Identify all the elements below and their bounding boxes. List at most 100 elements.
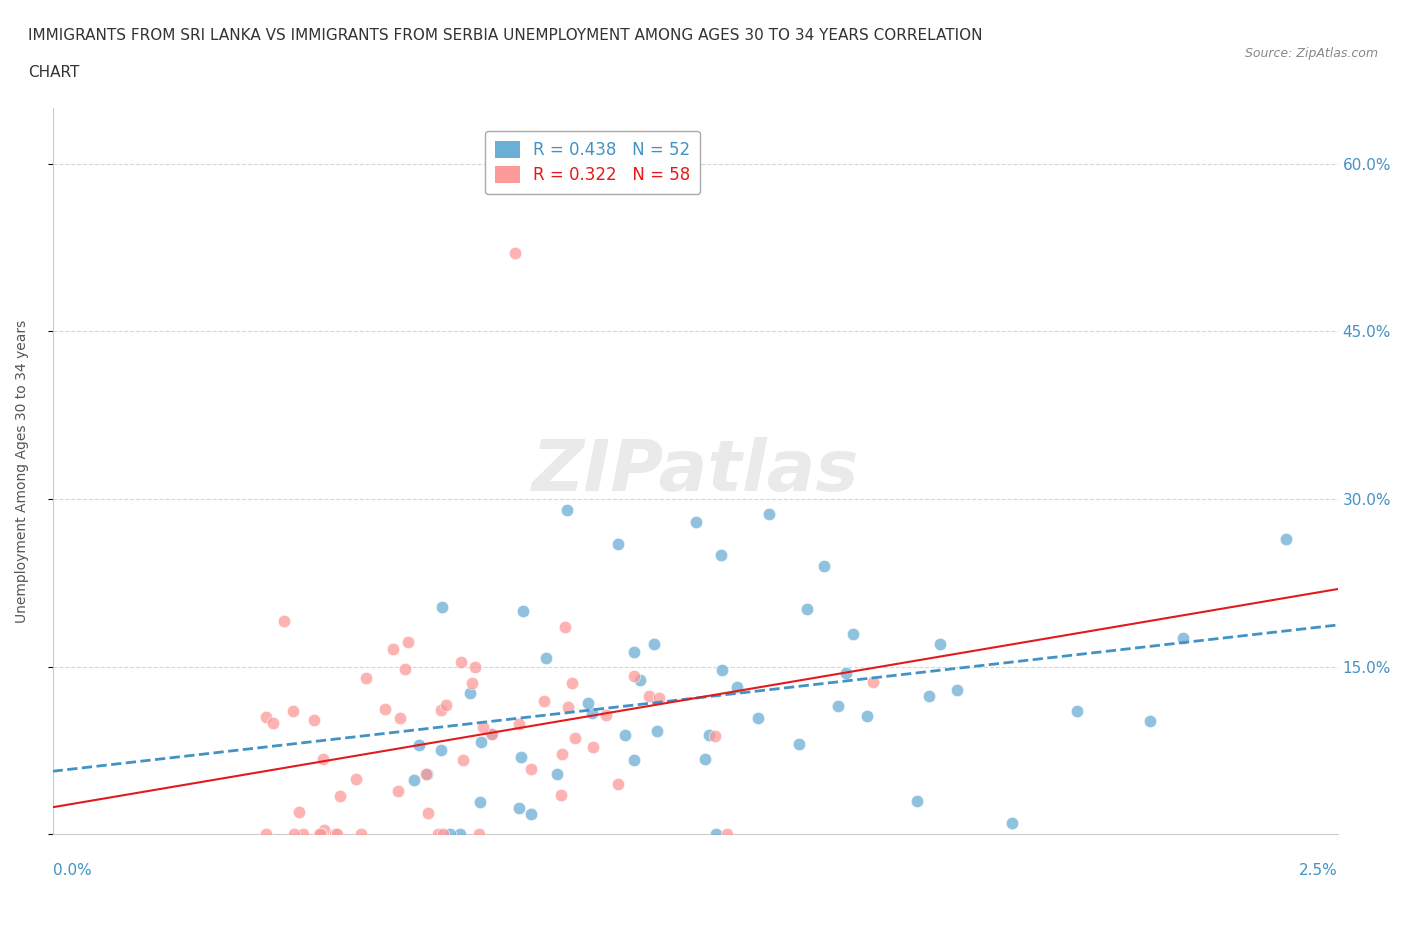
Point — [287, 804, 309, 819]
Point — [471, 719, 494, 734]
Point — [606, 777, 628, 791]
Legend: R = 0.438   N = 52, R = 0.322   N = 58: R = 0.438 N = 52, R = 0.322 N = 58 — [485, 131, 700, 193]
Point — [534, 651, 557, 666]
Point — [408, 737, 430, 752]
Point — [508, 716, 530, 731]
Point — [394, 661, 416, 676]
Point — [758, 507, 780, 522]
Point — [308, 827, 330, 842]
Point — [350, 827, 373, 842]
Text: 0.0%: 0.0% — [52, 863, 91, 878]
Point — [434, 698, 457, 712]
Point — [453, 753, 475, 768]
Point — [1171, 631, 1194, 645]
Point — [254, 709, 277, 724]
Point — [439, 827, 461, 842]
Point — [374, 702, 396, 717]
Point — [862, 674, 884, 689]
Point — [623, 644, 645, 659]
Point — [581, 706, 603, 721]
Point — [648, 691, 671, 706]
Point — [481, 727, 503, 742]
Point — [415, 767, 437, 782]
Point — [519, 762, 541, 777]
Point — [623, 753, 645, 768]
Point — [273, 614, 295, 629]
Point — [416, 766, 439, 781]
Point — [813, 559, 835, 574]
Point — [614, 727, 637, 742]
Point — [557, 699, 579, 714]
Point — [582, 739, 605, 754]
Point — [561, 675, 583, 690]
Point — [747, 711, 769, 726]
Point — [918, 689, 941, 704]
Point — [309, 827, 332, 842]
Point — [564, 731, 586, 746]
Point — [905, 793, 928, 808]
Point — [311, 751, 333, 766]
Point — [1139, 714, 1161, 729]
Point — [512, 604, 534, 618]
Point — [704, 827, 727, 842]
Point — [323, 827, 346, 842]
Point — [929, 636, 952, 651]
Point — [503, 246, 526, 260]
Point — [283, 827, 305, 842]
Point — [945, 683, 967, 698]
Point — [470, 734, 492, 749]
Point — [607, 537, 630, 551]
Point — [254, 827, 277, 842]
Point — [479, 726, 502, 741]
Point — [1001, 816, 1024, 830]
Point — [449, 827, 471, 842]
Point — [308, 827, 330, 842]
Point — [645, 724, 668, 738]
Point — [326, 827, 349, 842]
Text: ZIPatlas: ZIPatlas — [531, 436, 859, 506]
Point — [429, 703, 451, 718]
Point — [637, 688, 659, 703]
Text: Source: ZipAtlas.com: Source: ZipAtlas.com — [1244, 46, 1378, 60]
Point — [291, 827, 314, 842]
Point — [796, 602, 818, 617]
Point — [576, 695, 599, 710]
Point — [468, 827, 491, 842]
Point — [450, 655, 472, 670]
Point — [643, 636, 665, 651]
Point — [693, 751, 716, 766]
Point — [787, 737, 810, 751]
Point — [461, 675, 484, 690]
Y-axis label: Unemployment Among Ages 30 to 34 years: Unemployment Among Ages 30 to 34 years — [15, 319, 30, 623]
Point — [842, 627, 865, 642]
Point — [470, 795, 492, 810]
Point — [458, 686, 481, 701]
Point — [710, 548, 733, 563]
Point — [1066, 704, 1088, 719]
Point — [623, 669, 645, 684]
Point — [426, 827, 449, 842]
Point — [464, 659, 486, 674]
Point — [508, 801, 530, 816]
Point — [388, 711, 411, 726]
Point — [344, 772, 367, 787]
Point — [856, 709, 879, 724]
Point — [1275, 532, 1298, 547]
Point — [402, 773, 425, 788]
Point — [509, 750, 531, 764]
Point — [554, 619, 576, 634]
Point — [716, 827, 738, 842]
Point — [835, 666, 858, 681]
Point — [711, 662, 734, 677]
Point — [382, 642, 405, 657]
Point — [398, 634, 420, 649]
Point — [725, 680, 748, 695]
Point — [304, 712, 326, 727]
Point — [546, 767, 568, 782]
Text: 2.5%: 2.5% — [1299, 863, 1337, 878]
Point — [628, 672, 651, 687]
Point — [354, 671, 377, 685]
Point — [432, 827, 454, 842]
Point — [595, 708, 617, 723]
Point — [416, 805, 439, 820]
